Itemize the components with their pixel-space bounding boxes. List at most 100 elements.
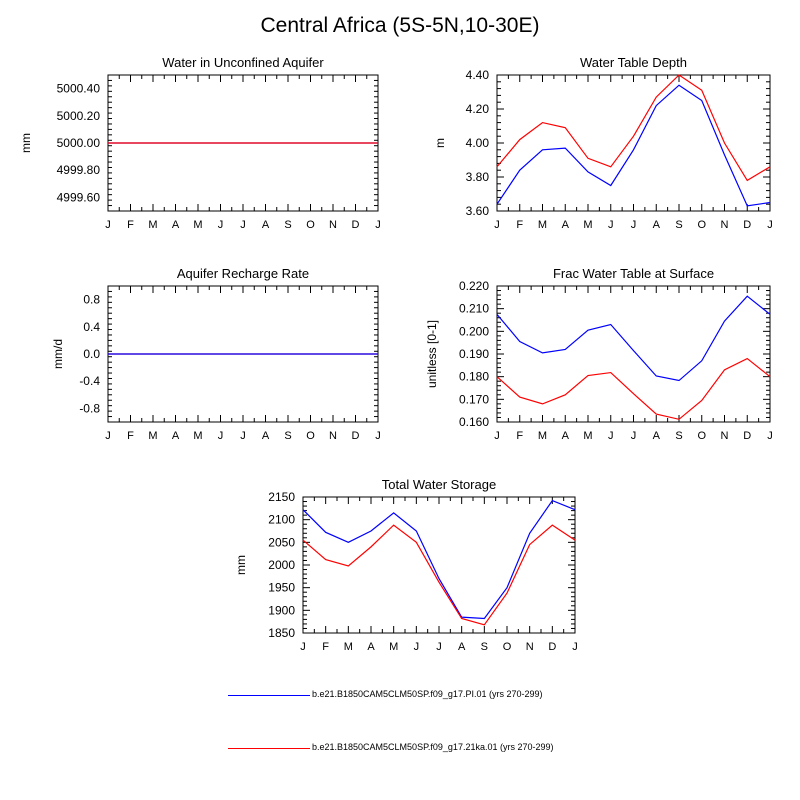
x-tick-label: M — [583, 430, 592, 442]
plot-frame — [496, 285, 771, 423]
x-tick-label: J — [240, 430, 246, 442]
x-tick-label: N — [329, 219, 337, 231]
x-tick-label: N — [526, 641, 534, 653]
figure-title: Central Africa (5S-5N,10-30E) — [260, 14, 540, 37]
series-line-1 — [302, 499, 576, 620]
chart-panel-1: Water in Unconfined Aquifer mm J F M A M J J A S O N… — [19, 55, 381, 231]
x-tick-label: J — [436, 641, 442, 653]
x-tick-label: A — [458, 641, 466, 653]
x-tick-label: J — [608, 219, 614, 231]
y-tick-label: 0.8 — [83, 293, 100, 307]
x-tick-label: D — [743, 219, 751, 231]
x-tick-label: M — [148, 219, 157, 231]
x-tick-label: M — [193, 219, 202, 231]
series-line-1 — [496, 295, 771, 382]
panel-title: Water in Unconfined Aquifer — [162, 55, 324, 70]
x-tick-label: J — [218, 219, 224, 231]
x-tick-label: D — [352, 430, 360, 442]
x-tick-label: J — [631, 430, 637, 442]
x-tick-label: A — [367, 641, 375, 653]
y-tick-label: 0.220 — [459, 279, 489, 293]
y-tick-label: 3.80 — [466, 170, 490, 184]
y-tick-label: 0.170 — [459, 392, 489, 406]
panel-title: Water Table Depth — [580, 55, 687, 70]
chart-panel-3: Aquifer Recharge Rate mm/d J F M A M J J A S O N D J -0… — [51, 266, 381, 442]
x-tick-label: A — [562, 430, 570, 442]
x-tick-label: M — [583, 219, 592, 231]
panel-title: Total Water Storage — [382, 477, 496, 492]
chart-panel-2: Water Table Depth m J F M A M J J A S O N D J 3.60 3.80 4… — [433, 55, 773, 231]
x-tick-label: O — [697, 219, 706, 231]
x-tick-label: J — [240, 219, 246, 231]
y-tick-label: 5000.20 — [57, 109, 101, 123]
y-tick-label: 4999.60 — [57, 190, 101, 204]
x-tick-label: D — [548, 641, 556, 653]
legend-label-21ka: b.e21.B1850CAM5CLM50SP.f09_g17.21ka.01 (… — [312, 742, 554, 752]
x-tick-label: J — [300, 641, 306, 653]
x-tick-label: A — [172, 219, 180, 231]
legend-label-pi: b.e21.B1850CAM5CLM50SP.f09_g17.PI.01 (yr… — [312, 689, 543, 699]
y-tick-label: 1850 — [268, 626, 295, 640]
x-tick-label: M — [389, 641, 398, 653]
y-tick-label: 4.00 — [466, 136, 490, 150]
series-line-2 — [496, 357, 771, 420]
panel-title: Aquifer Recharge Rate — [177, 266, 309, 281]
y-tick-label: 4999.80 — [57, 163, 101, 177]
series-line-2 — [496, 74, 771, 182]
y-tick-label: 1900 — [268, 603, 295, 617]
y-axis-label: mm/d — [51, 339, 65, 369]
y-tick-label: 2150 — [268, 490, 295, 504]
x-tick-label: J — [631, 219, 637, 231]
y-tick-label: 5000.40 — [57, 82, 101, 96]
legend-line-21ka — [228, 748, 310, 749]
y-tick-label: -0.4 — [79, 374, 100, 388]
x-tick-label: N — [721, 219, 729, 231]
y-tick-label: 2050 — [268, 535, 295, 549]
x-tick-label: J — [494, 430, 500, 442]
y-tick-label: 2000 — [268, 558, 295, 572]
y-tick-label: 2100 — [268, 513, 295, 527]
y-axis-label: m — [433, 138, 447, 148]
x-tick-label: A — [562, 219, 570, 231]
panel-title: Frac Water Table at Surface — [553, 266, 714, 281]
y-tick-label: 1950 — [268, 581, 295, 595]
x-tick-label: S — [481, 641, 488, 653]
series-line-1 — [496, 84, 771, 207]
x-tick-label: A — [653, 219, 661, 231]
x-tick-label: S — [284, 430, 291, 442]
x-tick-label: F — [516, 219, 523, 231]
y-tick-label: 0.160 — [459, 415, 489, 429]
x-tick-label: F — [127, 430, 134, 442]
x-tick-label: M — [538, 219, 547, 231]
x-tick-label: J — [218, 430, 224, 442]
x-tick-label: M — [538, 430, 547, 442]
y-tick-label: 0.180 — [459, 370, 489, 384]
x-tick-label: J — [767, 219, 773, 231]
x-tick-label: D — [352, 219, 360, 231]
x-tick-label: A — [262, 219, 270, 231]
y-tick-label: 3.60 — [466, 204, 490, 218]
x-tick-label: M — [344, 641, 353, 653]
x-tick-label: O — [306, 219, 315, 231]
chart-panel-5: Total Water Storage mm J F M A M J J A S O N D J 1850 19… — [234, 477, 578, 653]
x-tick-label: N — [329, 430, 337, 442]
x-tick-label: F — [322, 641, 329, 653]
series-line-2 — [302, 524, 576, 626]
x-tick-label: J — [105, 219, 111, 231]
x-tick-label: O — [697, 430, 706, 442]
x-tick-label: J — [608, 430, 614, 442]
y-tick-label: 0.200 — [459, 324, 489, 338]
x-tick-label: O — [503, 641, 512, 653]
x-tick-label: F — [127, 219, 134, 231]
x-tick-label: O — [306, 430, 315, 442]
x-tick-label: J — [105, 430, 111, 442]
legend-line-pi — [228, 695, 310, 696]
y-tick-label: 0.210 — [459, 302, 489, 316]
y-axis-label: mm — [234, 555, 248, 575]
x-tick-label: D — [743, 430, 751, 442]
chart-panel-4: Frac Water Table at Surface unitless [0-1… — [425, 266, 773, 442]
y-tick-label: 0.190 — [459, 347, 489, 361]
plot-frame — [496, 74, 771, 212]
x-tick-label: A — [262, 430, 270, 442]
